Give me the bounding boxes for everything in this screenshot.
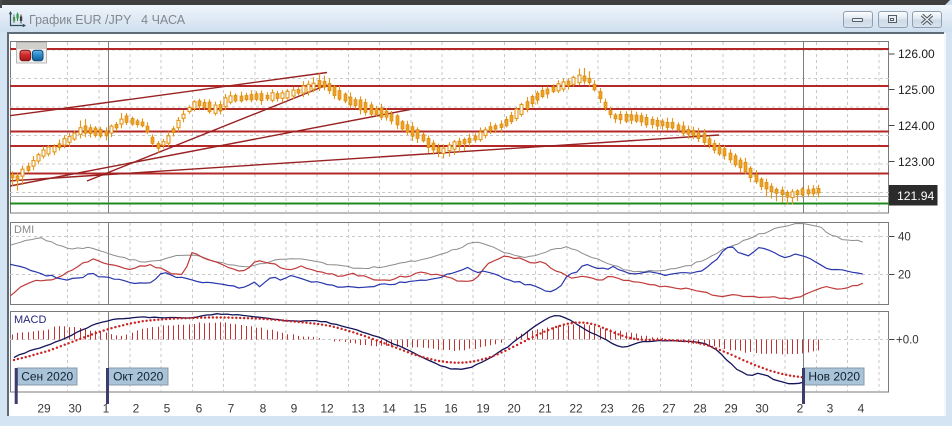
svg-text:21: 21 [538, 402, 552, 416]
svg-text:MACD: MACD [14, 314, 46, 326]
svg-text:23: 23 [600, 402, 614, 416]
svg-text:3: 3 [827, 402, 834, 416]
svg-text:15: 15 [413, 402, 427, 416]
svg-text:1: 1 [103, 402, 110, 416]
svg-text:+0.0: +0.0 [896, 335, 919, 347]
svg-text:28: 28 [693, 402, 707, 416]
svg-text:DMI: DMI [14, 224, 34, 236]
svg-text:20: 20 [898, 270, 911, 282]
svg-text:2: 2 [797, 402, 804, 416]
svg-text:121.94: 121.94 [897, 189, 934, 203]
svg-text:29: 29 [724, 402, 738, 416]
svg-text:Нов 2020: Нов 2020 [808, 370, 860, 384]
svg-text:40: 40 [898, 232, 911, 244]
svg-text:26: 26 [631, 402, 645, 416]
svg-text:16: 16 [444, 402, 458, 416]
svg-text:5: 5 [164, 402, 171, 416]
svg-text:126.00: 126.00 [898, 47, 935, 61]
svg-text:30: 30 [755, 402, 769, 416]
svg-text:Сен 2020: Сен 2020 [21, 370, 73, 384]
svg-text:6: 6 [196, 402, 203, 416]
svg-text:30: 30 [68, 402, 82, 416]
svg-text:2: 2 [133, 402, 140, 416]
svg-text:14: 14 [382, 402, 396, 416]
svg-text:19: 19 [476, 402, 490, 416]
svg-text:13: 13 [351, 402, 365, 416]
svg-text:125.00: 125.00 [898, 83, 935, 97]
svg-text:124.00: 124.00 [898, 119, 935, 133]
svg-text:4: 4 [858, 402, 865, 416]
svg-text:20: 20 [507, 402, 521, 416]
svg-text:27: 27 [662, 402, 676, 416]
svg-text:29: 29 [37, 402, 51, 416]
svg-text:9: 9 [291, 402, 298, 416]
svg-text:8: 8 [260, 402, 267, 416]
svg-text:22: 22 [569, 402, 583, 416]
svg-text:123.00: 123.00 [898, 155, 935, 169]
svg-text:Окт 2020: Окт 2020 [113, 370, 164, 384]
svg-text:7: 7 [228, 402, 235, 416]
svg-text:12: 12 [320, 402, 334, 416]
